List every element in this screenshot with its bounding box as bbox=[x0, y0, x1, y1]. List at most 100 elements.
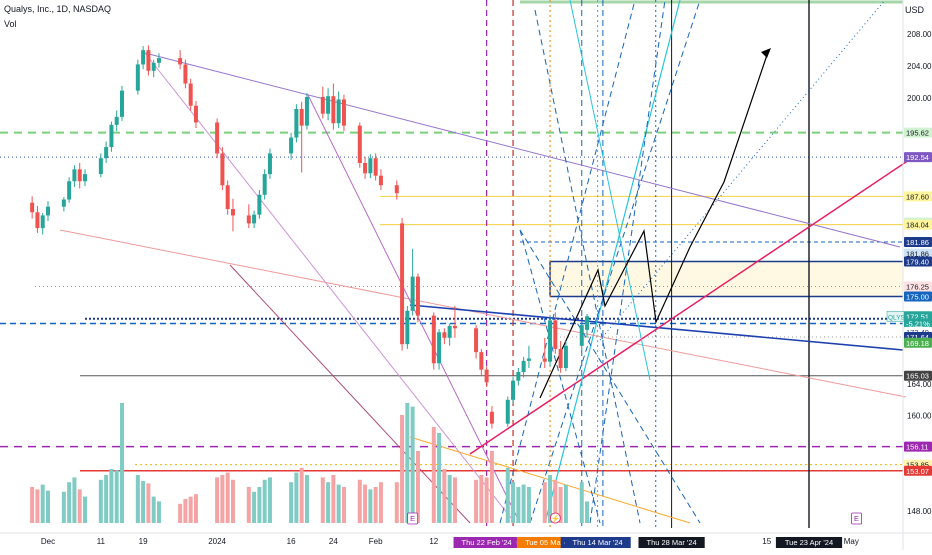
candle-body[interactable] bbox=[40, 215, 45, 229]
candle-body[interactable] bbox=[262, 174, 267, 195]
candle-body[interactable] bbox=[405, 310, 410, 345]
candle-body[interactable] bbox=[542, 358, 547, 362]
price-flag[interactable] bbox=[904, 127, 932, 138]
candle-body[interactable] bbox=[489, 411, 494, 424]
candle-body[interactable] bbox=[141, 50, 146, 65]
price-flag[interactable] bbox=[904, 465, 932, 476]
candle-body[interactable] bbox=[336, 99, 341, 124]
candle-body[interactable] bbox=[77, 169, 82, 182]
candle-body[interactable] bbox=[46, 206, 50, 216]
candle-body[interactable] bbox=[331, 96, 336, 124]
price-flag[interactable] bbox=[904, 248, 932, 259]
candle-body[interactable] bbox=[431, 315, 436, 364]
candle-body[interactable] bbox=[289, 137, 294, 154]
candle-body[interactable] bbox=[183, 64, 188, 84]
price-flag[interactable] bbox=[904, 291, 932, 302]
trend-line[interactable] bbox=[229, 264, 471, 524]
candle-body[interactable] bbox=[326, 96, 331, 114]
candle-body[interactable] bbox=[563, 345, 568, 369]
candle-body[interactable] bbox=[135, 64, 140, 91]
trend-line[interactable] bbox=[534, 9, 641, 524]
candle-body[interactable] bbox=[442, 332, 447, 338]
price-flag[interactable] bbox=[904, 219, 932, 230]
price-flag[interactable] bbox=[904, 152, 932, 163]
candle-body[interactable] bbox=[341, 99, 346, 126]
candle-body[interactable] bbox=[146, 50, 151, 71]
candle-body[interactable] bbox=[178, 58, 183, 65]
candle-body[interactable] bbox=[304, 97, 309, 126]
candle-body[interactable] bbox=[156, 58, 161, 63]
symbol-tag[interactable] bbox=[886, 311, 905, 322]
date-flag[interactable] bbox=[638, 537, 705, 548]
candle-body[interactable] bbox=[257, 194, 262, 215]
candle-body[interactable] bbox=[267, 153, 272, 175]
price-flag[interactable] bbox=[904, 441, 932, 452]
candle-body[interactable] bbox=[484, 369, 489, 383]
candle-body[interactable] bbox=[246, 215, 251, 224]
candle-body[interactable] bbox=[368, 158, 373, 174]
projection-arrowhead[interactable] bbox=[761, 48, 771, 58]
candle-body[interactable] bbox=[437, 332, 442, 364]
candle-body[interactable] bbox=[474, 328, 479, 353]
trend-line[interactable] bbox=[469, 157, 913, 455]
price-flag[interactable] bbox=[904, 318, 932, 329]
candle-body[interactable] bbox=[30, 202, 35, 213]
price-flag[interactable] bbox=[904, 236, 932, 247]
candle-body[interactable] bbox=[320, 97, 325, 114]
candle-body[interactable] bbox=[516, 371, 521, 381]
candle-body[interactable] bbox=[415, 276, 420, 316]
currency-label[interactable]: USD bbox=[904, 5, 924, 15]
candle-body[interactable] bbox=[378, 175, 383, 186]
price-flag[interactable] bbox=[904, 337, 932, 348]
candle-body[interactable] bbox=[579, 325, 584, 346]
trend-line[interactable] bbox=[144, 52, 516, 524]
date-flag[interactable] bbox=[564, 537, 631, 548]
trend-line[interactable] bbox=[519, 229, 601, 524]
candle-body[interactable] bbox=[188, 83, 193, 106]
candle-body[interactable] bbox=[553, 320, 558, 349]
dividend-marker[interactable] bbox=[549, 512, 561, 524]
trend-line[interactable] bbox=[144, 52, 901, 248]
date-flag[interactable] bbox=[775, 537, 843, 548]
trend-line[interactable] bbox=[544, 0, 681, 524]
candle-body[interactable] bbox=[548, 320, 553, 362]
price-flag[interactable] bbox=[904, 191, 932, 202]
candle-body[interactable] bbox=[35, 212, 40, 229]
candle-body[interactable] bbox=[98, 158, 103, 175]
candle-body[interactable] bbox=[521, 360, 526, 372]
candle-body[interactable] bbox=[72, 169, 77, 182]
candle-body[interactable] bbox=[394, 185, 399, 194]
trend-line[interactable] bbox=[569, 0, 651, 381]
candle-body[interactable] bbox=[373, 158, 378, 176]
date-flag[interactable] bbox=[516, 537, 584, 548]
candle-body[interactable] bbox=[479, 352, 484, 370]
earnings-marker[interactable] bbox=[407, 512, 419, 525]
candle-body[interactable] bbox=[82, 174, 87, 182]
candle-body[interactable] bbox=[452, 325, 457, 329]
candle-body[interactable] bbox=[109, 124, 114, 148]
candle-body[interactable] bbox=[299, 108, 304, 126]
candle-body[interactable] bbox=[119, 90, 124, 117]
candle-body[interactable] bbox=[230, 209, 235, 216]
candle-body[interactable] bbox=[447, 325, 452, 338]
candle-body[interactable] bbox=[294, 108, 299, 138]
candle-body[interactable] bbox=[215, 122, 220, 154]
trend-line[interactable] bbox=[409, 304, 904, 351]
candle-body[interactable] bbox=[252, 214, 257, 224]
candle-body[interactable] bbox=[505, 399, 510, 424]
candle-body[interactable] bbox=[400, 223, 405, 345]
trend-line[interactable] bbox=[499, 0, 636, 524]
candle-body[interactable] bbox=[114, 116, 119, 125]
candle-body[interactable] bbox=[193, 105, 198, 123]
candle-body[interactable] bbox=[363, 162, 368, 174]
candle-body[interactable] bbox=[526, 358, 531, 361]
candle-body[interactable] bbox=[511, 380, 516, 400]
candle-body[interactable] bbox=[357, 125, 362, 163]
candle-body[interactable] bbox=[151, 62, 156, 71]
target-zone-box[interactable] bbox=[550, 261, 903, 297]
price-flag[interactable] bbox=[904, 370, 932, 381]
trend-line[interactable] bbox=[59, 229, 907, 398]
candle-body[interactable] bbox=[67, 181, 72, 200]
